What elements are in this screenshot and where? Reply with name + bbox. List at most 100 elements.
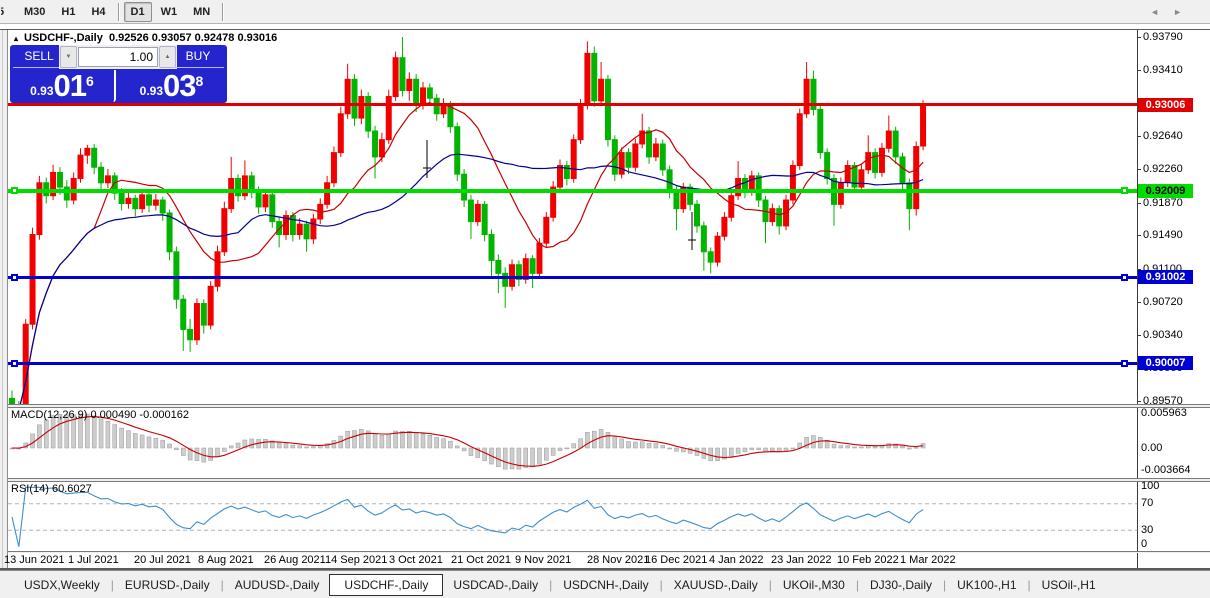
sell-button[interactable]: SELL: [13, 47, 65, 68]
candle: [235, 174, 242, 202]
tab-dj30-daily[interactable]: DJ30-,Daily: [869, 577, 932, 592]
timeframe-button-h1[interactable]: H1: [61, 5, 76, 18]
macd-histogram-bar: [153, 437, 159, 449]
line-drag-handle[interactable]: [11, 273, 18, 281]
timeframe-button-m30[interactable]: M30: [24, 5, 46, 18]
buy-price[interactable]: 0.93 03 8: [116, 70, 227, 102]
tab-audusd-daily[interactable]: AUDUSD-,Daily: [234, 577, 320, 592]
macd-histogram-bar: [598, 429, 604, 449]
macd-histogram-bar: [633, 441, 638, 449]
tab-scroll-left-button[interactable]: ◄: [1150, 7, 1174, 17]
candle: [310, 213, 317, 245]
candle: [372, 125, 379, 179]
macd-histogram-bar: [420, 433, 426, 449]
cross-marker[interactable]: [688, 212, 696, 250]
volume-input[interactable]: [78, 47, 158, 67]
horizontal-price-line-0.93006[interactable]: [8, 103, 1137, 107]
macd-histogram-bar: [783, 447, 789, 452]
rsi-axis-label: 0: [1141, 538, 1148, 550]
macd-histogram-bar: [660, 445, 665, 449]
candle: [392, 51, 399, 101]
candle: [207, 281, 214, 330]
date-axis-label: 8 Aug 2021: [198, 554, 254, 566]
macd-axis-label: 0.00: [1141, 442, 1163, 454]
horizontal-price-line-0.90007[interactable]: [8, 361, 1137, 365]
panel-divider[interactable]: [8, 404, 1210, 408]
macd-histogram-bar: [352, 430, 357, 449]
tab-uk100-h1[interactable]: UK100-,H1: [957, 577, 1017, 592]
macd-histogram-bar: [174, 447, 179, 451]
candle: [920, 100, 927, 151]
tab-usdchf-daily[interactable]: USDCHF-,Daily: [329, 573, 444, 596]
timeframe-button-mn[interactable]: MN: [193, 5, 211, 18]
line-drag-handle[interactable]: [1121, 273, 1128, 281]
macd-histogram-bar: [242, 439, 248, 449]
timeframe-button-w1[interactable]: W1: [160, 5, 178, 18]
collapse-panel-icon[interactable]: ▴: [14, 34, 19, 43]
line-drag-handle[interactable]: [1121, 187, 1128, 195]
tab-usdcad-daily[interactable]: USDCAD-,Daily: [453, 577, 539, 592]
line-drag-handle[interactable]: [11, 187, 18, 195]
tab-usoil-h1[interactable]: USOil-,H1: [1041, 577, 1096, 592]
tab-ukoil-m30[interactable]: UKOil-,M30: [782, 577, 845, 592]
macd-histogram-bar: [722, 447, 727, 460]
macd-histogram-bar: [674, 447, 679, 452]
tab-usdx-weekly[interactable]: USDX,Weekly: [24, 577, 100, 592]
macd-histogram-bar: [365, 430, 371, 449]
tab-xauusd-daily[interactable]: XAUUSD-,Daily: [673, 577, 758, 592]
candle: [639, 113, 646, 149]
date-axis-label: 10 Feb 2022: [837, 554, 899, 566]
tab-separator: |: [549, 577, 553, 592]
macd-histogram-bar: [98, 418, 104, 449]
macd-histogram-bar: [886, 443, 892, 449]
rsi-line: [11, 486, 924, 547]
horizontal-price-line-0.91002[interactable]: [8, 275, 1137, 279]
macd-histogram-bar: [468, 447, 474, 456]
candle: [563, 161, 570, 186]
tab-separator: |: [943, 577, 947, 592]
macd-histogram-bar: [831, 443, 837, 449]
candle: [36, 175, 43, 240]
sell-price[interactable]: 0.93 01 6: [10, 70, 116, 102]
candle: [193, 298, 200, 345]
macd-histogram-bar: [729, 447, 734, 457]
macd-histogram-bar: [557, 447, 563, 451]
tab-usdcnh-daily[interactable]: USDCNH-,Daily: [563, 577, 649, 592]
timeframe-button-5[interactable]: 5: [0, 2, 15, 22]
cross-marker[interactable]: [423, 140, 431, 178]
volume-increase-button[interactable]: ▲: [159, 46, 176, 68]
line-drag-handle[interactable]: [1121, 359, 1128, 367]
macd-signal-line: [11, 415, 924, 467]
candle: [139, 188, 146, 213]
candle: [221, 201, 228, 257]
timeframe-button-h4[interactable]: H4: [91, 5, 106, 18]
candle: [351, 74, 358, 126]
price-line-badge-0.92009: 0.92009: [1138, 183, 1193, 198]
macd-panel: [9, 413, 926, 470]
macd-histogram-bar: [78, 413, 83, 449]
volume-decrease-button[interactable]: ▼: [60, 46, 77, 68]
tab-eurusd-daily[interactable]: EURUSD-,Daily: [124, 577, 210, 592]
candle: [125, 192, 132, 209]
macd-histogram-bar: [208, 447, 213, 461]
price-axis-label: 0.91870: [1137, 196, 1183, 209]
toolbar-separator: [117, 2, 119, 21]
date-axis-label: 16 Dec 2021: [645, 554, 708, 566]
line-drag-handle[interactable]: [11, 359, 18, 367]
buy-button[interactable]: BUY: [172, 47, 224, 68]
macd-histogram-bar: [838, 445, 844, 449]
tab-scroll-right-button[interactable]: ►: [1173, 7, 1196, 17]
horizontal-price-line-0.92009[interactable]: [8, 188, 1137, 193]
macd-histogram-bar: [756, 447, 761, 450]
tab-separator: |: [110, 577, 114, 592]
candle: [152, 193, 159, 211]
macd-histogram-bar: [653, 443, 659, 449]
panel-divider[interactable]: [8, 478, 1210, 482]
macd-histogram-bar: [91, 415, 97, 449]
candle: [776, 205, 783, 235]
candle: [557, 159, 563, 192]
chart-window-top-border: [0, 29, 1210, 30]
macd-histogram-bar: [585, 432, 590, 449]
timeframe-button-d1[interactable]: D1: [123, 1, 152, 22]
macd-histogram-bar: [619, 438, 624, 449]
